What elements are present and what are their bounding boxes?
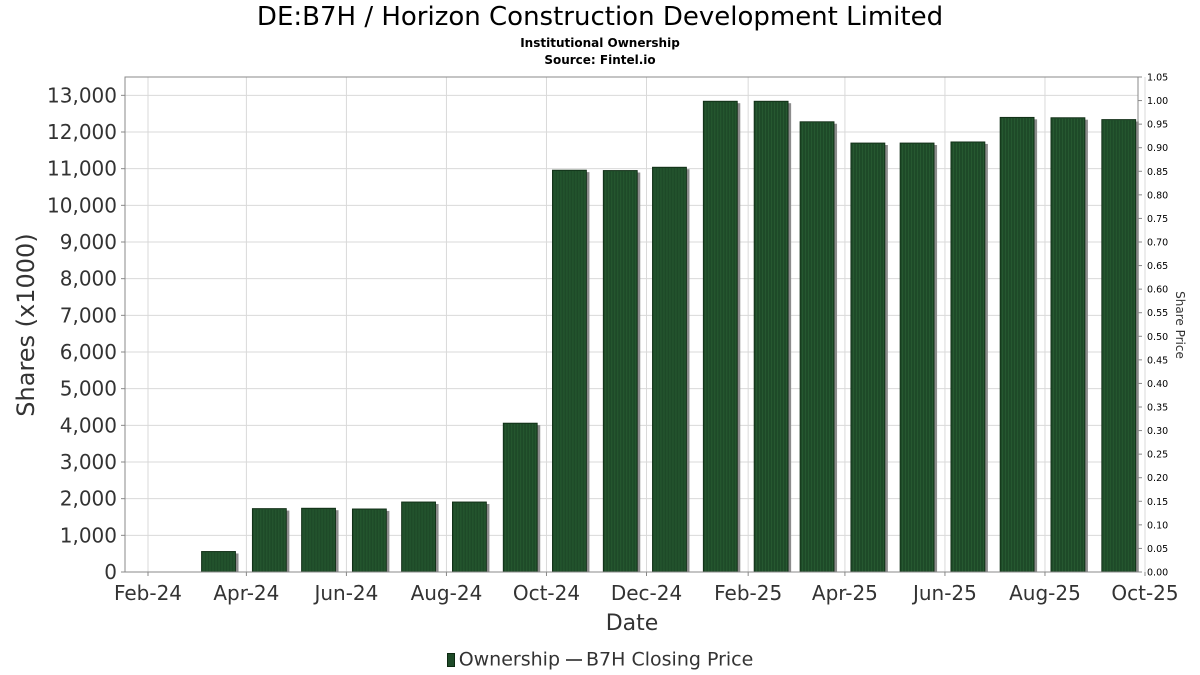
y2-tick-label: 0.80 [1147,190,1168,201]
price-legend-swatch [566,658,583,661]
x-tick-label: Apr-24 [213,581,279,605]
x-tick-label: Apr-25 [812,581,878,605]
y-tick-label: 5,000 [60,377,117,401]
y2-tick-label: 0.65 [1147,261,1168,272]
x-tick-label: Oct-24 [513,581,580,605]
y-tick-label: 4,000 [60,413,117,437]
y2-tick-label: 0.50 [1147,332,1168,343]
x-tick-label: Jun-24 [312,581,378,605]
y2-tick-label: 0.15 [1147,497,1168,508]
ownership-legend-label: Ownership [458,648,561,671]
ownership-legend-swatch [446,652,455,667]
y2-tick-label: 0.40 [1147,379,1168,390]
x-tick-label: Feb-24 [114,581,182,605]
y2-tick-label: 0.60 [1147,285,1168,296]
y-tick-label: 0 [104,560,117,584]
y2-tick-label: 0.90 [1147,143,1168,154]
axis-layer: 0 1,000 2,000 3,000 4,000 5,000 6,000 7,000 8,00… [47,73,1179,606]
y2-tick-label: 0.55 [1147,308,1168,319]
price-legend-label: B7H Closing Price [586,648,754,671]
chart-subtitle: Institutional Ownership [520,36,680,50]
y2-tick-label: 0.20 [1147,473,1168,484]
y2-tick-label: 0.05 [1147,544,1168,555]
y2-tick-label: 1.00 [1147,96,1168,107]
y-tick-label: 2,000 [60,487,117,511]
y-axis-label: Shares (x1000) [12,233,40,416]
y2-tick-label: 0.95 [1147,120,1168,131]
y-tick-label: 6,000 [60,340,117,364]
y-tick-label: 13,000 [47,83,117,107]
y-tick-label: 9,000 [60,230,117,254]
y-tick-label: 10,000 [47,193,117,217]
x-axis-label: Date [606,611,659,636]
plot-frame [124,76,1139,573]
chart-title: DE:B7H / Horizon Construction Developmen… [256,2,944,32]
chart-source: Source: Fintel.io [544,53,656,67]
legend: Ownership B7H Closing Price [0,648,1200,671]
y2-tick-label: 0.85 [1147,167,1168,178]
x-tick-label: Aug-25 [1009,581,1081,605]
x-tick-label: Aug-24 [411,581,483,605]
y-tick-label: 12,000 [47,120,117,144]
y2-tick-label: 0.35 [1147,403,1168,414]
y2-tick-label: 0.70 [1147,238,1168,249]
y-tick-label: 3,000 [60,450,117,474]
y-tick-label: 7,000 [60,303,117,327]
y-tick-label: 1,000 [60,523,117,547]
x-tick-label: Feb-25 [714,581,782,605]
y2-tick-label: 0.30 [1147,426,1168,437]
y2-tick-label: 1.05 [1147,73,1168,84]
y-tick-label: 8,000 [60,267,117,291]
y2-tick-label: 0.00 [1147,568,1168,579]
y-tick-label: 11,000 [47,157,117,181]
x-tick-label: Oct-25 [1111,581,1178,605]
bar-layer [201,100,1139,573]
y2-tick-label: 0.45 [1147,355,1168,366]
y2-tick-label: 0.10 [1147,520,1168,531]
y2-tick-label: 0.75 [1147,214,1168,225]
x-tick-label: Jun-25 [911,581,977,605]
y2-axis-label: Share Price [1173,291,1187,359]
x-tick-label: Dec-24 [611,581,682,605]
y2-tick-label: 0.25 [1147,450,1168,461]
chart-area: 0 1,000 2,000 3,000 4,000 5,000 6,000 7,000 8,00… [12,73,1187,637]
